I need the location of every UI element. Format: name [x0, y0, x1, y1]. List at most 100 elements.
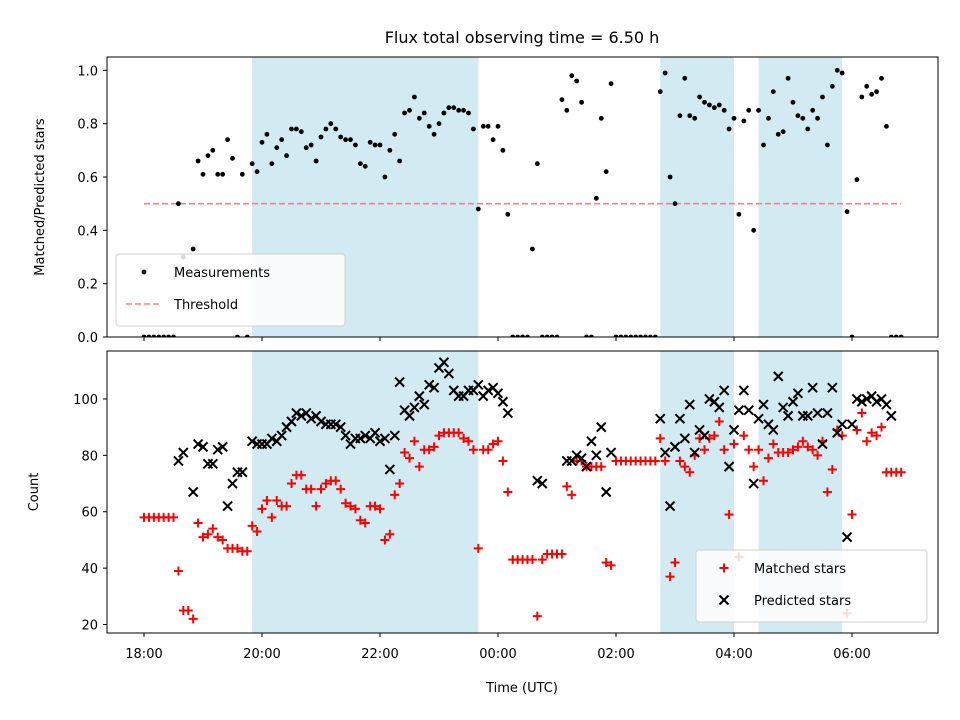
ratio-y-ticks: 0.0 0.2 0.4 0.6 0.8 1.0 — [77, 64, 107, 346]
matched-stars-point — [375, 504, 385, 514]
measurements-point — [785, 75, 791, 81]
predicted-stars-point — [537, 478, 548, 489]
measurements-point — [559, 97, 565, 103]
predicted-stars-point — [369, 427, 381, 438]
matched-stars-point — [198, 532, 208, 542]
predicted-stars-point — [340, 430, 351, 441]
matched-stars-point — [242, 546, 252, 556]
measurements-point — [323, 126, 329, 132]
predicted-stars-point — [881, 399, 892, 410]
measurements-point — [308, 142, 314, 148]
predicted-stars-point — [787, 396, 799, 407]
predicted-stars-point — [782, 410, 794, 422]
measurements-point — [235, 334, 240, 337]
measurements-point — [613, 334, 619, 337]
matched-stars-point — [852, 425, 862, 435]
measurements-point — [195, 158, 201, 164]
measurements-point — [289, 126, 294, 132]
measurements-point — [377, 142, 383, 148]
matched-stars-point — [218, 535, 228, 545]
measurements-point — [200, 171, 206, 177]
predicted-stars-point — [222, 500, 233, 512]
predicted-stars-point — [689, 447, 700, 458]
measurements-point — [475, 206, 481, 212]
matched-stars-point — [370, 501, 380, 511]
measurements-point — [554, 334, 560, 337]
predicted-stars-point — [197, 441, 209, 453]
predicted-stars-point — [384, 464, 396, 475]
predicted-stars-point — [192, 438, 204, 450]
observing-window — [758, 57, 843, 337]
matched-stars-point — [341, 498, 351, 508]
predicted-stars-point — [822, 407, 833, 419]
predicted-stars-point — [296, 410, 307, 422]
predicted-stars-point — [438, 357, 450, 368]
matched-stars-point — [395, 479, 405, 489]
matched-stars-point — [390, 490, 400, 500]
x-axis-label: Time (UTC) — [485, 681, 558, 696]
measurements-point — [692, 115, 698, 121]
measurements-point — [643, 334, 648, 337]
matched-stars-point — [287, 479, 296, 489]
matched-stars-point — [405, 453, 414, 463]
matched-stars-point — [867, 428, 877, 438]
measurements-point — [215, 171, 221, 177]
predicted-stars-point — [414, 390, 425, 402]
predicted-stars-point — [394, 376, 405, 388]
measurements-point — [382, 174, 388, 180]
predicted-stars-point — [173, 455, 184, 467]
predicted-stars-point — [591, 450, 602, 461]
measurements-point — [500, 147, 506, 153]
predicted-stars-point — [305, 413, 317, 424]
measurements-point — [884, 123, 889, 129]
x-tick-label: 18:00 — [125, 647, 162, 662]
measurements-point — [318, 134, 324, 140]
matched-stars-point — [655, 433, 665, 443]
predicted-stars-point — [699, 430, 710, 441]
predicted-stars-point — [718, 385, 730, 396]
matched-stars-point — [793, 442, 803, 452]
measurements-point — [839, 70, 845, 76]
matched-stars-point — [749, 462, 759, 472]
predicted-stars-point — [679, 433, 691, 444]
measurements-point — [279, 137, 285, 143]
count-y-ticks: 20 40 60 80 100 — [73, 393, 107, 634]
matched-stars-point — [822, 487, 832, 497]
measurements-point — [780, 129, 786, 135]
measurements-point — [569, 73, 575, 79]
matched-stars-point — [862, 436, 872, 446]
measurements-point — [171, 334, 176, 337]
predicted-stars-point — [576, 452, 587, 464]
predicted-stars-point — [714, 402, 725, 413]
measurements-point — [623, 334, 629, 337]
measurements-point — [225, 137, 230, 143]
predicted-stars-point — [428, 382, 440, 393]
measurements-point — [844, 209, 850, 215]
observing-window — [660, 57, 734, 337]
predicted-stars-point — [768, 424, 779, 436]
measurements-point — [874, 89, 879, 95]
measurements-point — [387, 147, 393, 153]
y-tick-label: 1.0 — [77, 64, 98, 79]
measurements-point — [672, 201, 678, 207]
legend-label: Measurements — [174, 266, 270, 281]
measurements-point — [810, 107, 816, 113]
matched-stars-point — [473, 543, 483, 553]
measurements-point — [485, 123, 491, 129]
measurements-point — [549, 334, 555, 337]
measurements-point — [343, 137, 348, 143]
measurements-point — [697, 94, 702, 100]
measurements-point — [515, 334, 521, 337]
measurements-point — [230, 155, 235, 161]
predicted-stars-point — [423, 379, 435, 391]
matched-stars-point — [464, 436, 473, 446]
measurements-point — [239, 171, 245, 177]
count-legend: Matched stars Predicted stars — [695, 549, 928, 623]
matched-stars-point — [724, 510, 734, 520]
matched-stars-point — [414, 462, 424, 472]
measurements-point — [220, 171, 226, 177]
matched-stars-point — [459, 433, 469, 443]
predicted-stars-point — [655, 413, 666, 424]
predicted-stars-point — [669, 441, 681, 453]
y-tick-label: 0.6 — [77, 171, 98, 186]
